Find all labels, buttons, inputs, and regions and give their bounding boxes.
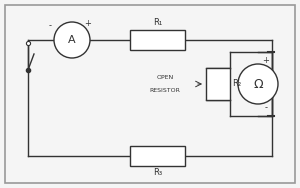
Bar — [206, 68, 230, 100]
Text: +: + — [85, 20, 92, 29]
Text: OPEN: OPEN — [156, 75, 174, 80]
Text: -: - — [265, 103, 268, 112]
Bar — [130, 146, 185, 166]
Circle shape — [54, 22, 90, 58]
Text: RESISTOR: RESISTOR — [150, 88, 180, 93]
Text: -: - — [49, 21, 52, 30]
Bar — [130, 30, 185, 50]
Text: A: A — [68, 35, 76, 45]
Text: R₁: R₁ — [153, 18, 162, 27]
Text: +: + — [262, 56, 269, 65]
Text: R₂: R₂ — [232, 80, 241, 89]
Text: Ω: Ω — [253, 77, 263, 90]
Circle shape — [238, 64, 278, 104]
Text: R₃: R₃ — [153, 168, 162, 177]
